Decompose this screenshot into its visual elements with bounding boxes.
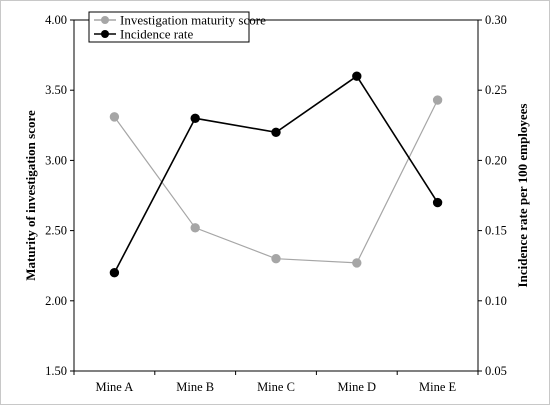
data-point-series-2 bbox=[109, 268, 120, 278]
series-line-2 bbox=[113, 75, 439, 274]
data-point-series-1 bbox=[190, 223, 200, 233]
x-tick-label: Mine B bbox=[176, 380, 214, 394]
legend-box bbox=[88, 11, 250, 43]
x-tick-label: Mine A bbox=[95, 380, 133, 394]
data-point-series-1 bbox=[271, 253, 281, 264]
y-right-tick-label: 0.30 bbox=[485, 13, 507, 27]
y-right-axis-title: Incidence rate per 100 employees bbox=[515, 104, 530, 288]
y-left-tick-label: 2.00 bbox=[45, 294, 67, 308]
x-tick-label: Mine C bbox=[257, 380, 295, 394]
legend-swatch-marker bbox=[101, 16, 109, 24]
y-right-tick-label: 0.05 bbox=[485, 364, 507, 378]
data-point-series-2 bbox=[190, 113, 200, 123]
data-point-series-2 bbox=[271, 127, 281, 138]
data-point-series-2 bbox=[352, 71, 362, 81]
y-right-tick-label: 0.20 bbox=[485, 153, 507, 167]
y-left-tick-label: 1.50 bbox=[45, 364, 67, 378]
data-point-series-1 bbox=[109, 112, 120, 122]
y-left-tick-label: 3.50 bbox=[45, 83, 67, 97]
y-left-tick-label: 2.50 bbox=[45, 224, 67, 238]
y-right-tick-label: 0.15 bbox=[485, 224, 507, 238]
y-left-tick-label: 4.00 bbox=[45, 13, 67, 27]
data-point-series-1 bbox=[352, 258, 362, 268]
y-right-tick-label: 0.10 bbox=[485, 294, 507, 308]
x-tick-label: Mine E bbox=[419, 380, 457, 394]
legend-label: Investigation maturity score bbox=[120, 13, 266, 28]
y-left-tick-label: 3.00 bbox=[45, 153, 67, 167]
data-point-series-1 bbox=[432, 95, 443, 105]
y-right-tick-label: 0.25 bbox=[485, 83, 507, 97]
data-point-series-2 bbox=[432, 197, 443, 208]
x-tick-label: Mine D bbox=[338, 380, 377, 394]
y-left-axis-title: Maturity of investigation score bbox=[23, 110, 38, 281]
legend-swatch-marker bbox=[101, 30, 109, 38]
legend-label: Incidence rate bbox=[120, 27, 193, 42]
